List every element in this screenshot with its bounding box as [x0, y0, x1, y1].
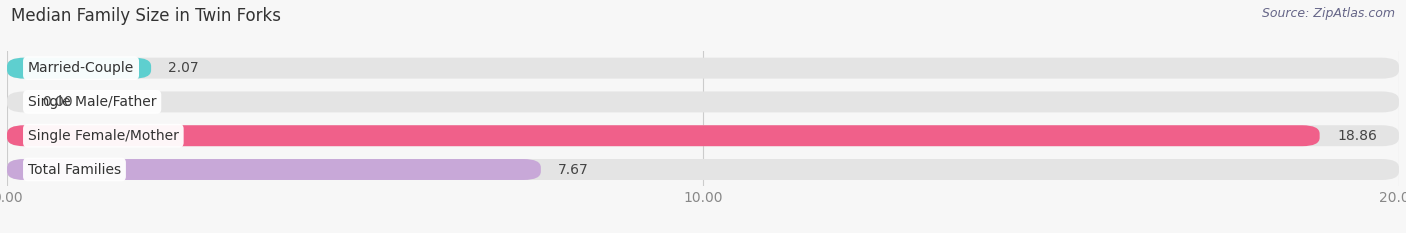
- Text: 0.00: 0.00: [42, 95, 73, 109]
- FancyBboxPatch shape: [7, 58, 1399, 79]
- FancyBboxPatch shape: [7, 159, 541, 180]
- FancyBboxPatch shape: [7, 58, 150, 79]
- FancyBboxPatch shape: [7, 159, 1399, 180]
- Text: Married-Couple: Married-Couple: [28, 61, 134, 75]
- Text: Median Family Size in Twin Forks: Median Family Size in Twin Forks: [11, 7, 281, 25]
- Text: Single Male/Father: Single Male/Father: [28, 95, 156, 109]
- Text: 7.67: 7.67: [558, 162, 589, 177]
- Text: Single Female/Mother: Single Female/Mother: [28, 129, 179, 143]
- FancyBboxPatch shape: [7, 125, 1320, 146]
- FancyBboxPatch shape: [7, 125, 1399, 146]
- Text: 18.86: 18.86: [1337, 129, 1376, 143]
- Text: Source: ZipAtlas.com: Source: ZipAtlas.com: [1261, 7, 1395, 20]
- Text: 2.07: 2.07: [169, 61, 200, 75]
- FancyBboxPatch shape: [7, 92, 1399, 112]
- Text: Total Families: Total Families: [28, 162, 121, 177]
